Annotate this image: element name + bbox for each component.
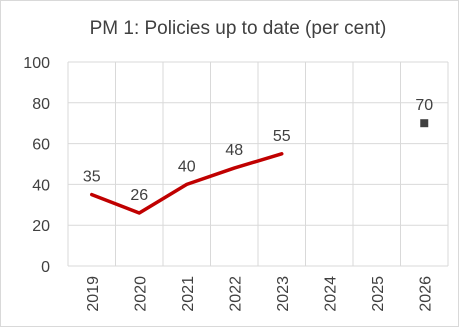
x-axis: 2019 2020 2021 2022 2023 2024 2025 2026 [85, 276, 435, 312]
y-tick-label: 80 [32, 96, 50, 113]
x-tick-label: 2024 [322, 276, 339, 312]
data-label: 35 [83, 169, 101, 186]
x-tick-label: 2026 [417, 276, 434, 312]
x-tick-label: 2025 [370, 276, 387, 312]
y-tick-label: 20 [32, 218, 50, 235]
y-tick-label: 60 [32, 137, 50, 154]
y-axis: 0 20 40 60 80 100 [23, 55, 50, 276]
y-tick-label: 100 [23, 55, 50, 72]
x-tick-label: 2023 [275, 276, 292, 312]
x-tick-label: 2019 [85, 276, 102, 312]
data-label: 40 [178, 158, 196, 175]
gridlines [67, 61, 449, 267]
series-line [90, 152, 284, 215]
y-tick-label: 40 [32, 177, 50, 194]
data-label: 48 [225, 142, 243, 159]
data-series [90, 152, 284, 215]
x-tick-label: 2021 [180, 276, 197, 312]
target-point [420, 119, 429, 128]
data-labels: 35 26 40 48 55 [83, 128, 291, 204]
x-tick-label: 2022 [227, 276, 244, 312]
target-label: 70 [415, 97, 433, 114]
y-tick-label: 0 [41, 259, 50, 276]
x-tick-label: 2020 [132, 276, 149, 312]
data-label: 26 [130, 187, 148, 204]
target-marker: 70 [415, 97, 433, 128]
chart-title: PM 1: Policies up to date (per cent) [90, 18, 387, 39]
data-label: 55 [273, 128, 291, 145]
